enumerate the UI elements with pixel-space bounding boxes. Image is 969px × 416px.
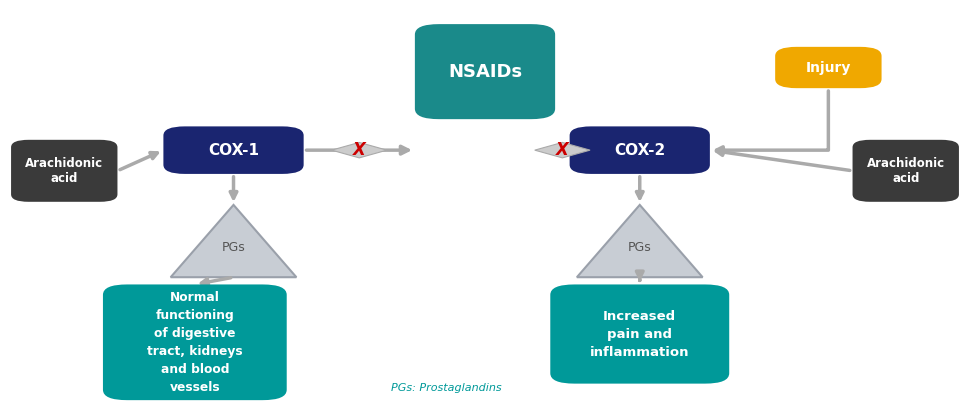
- Polygon shape: [171, 205, 297, 277]
- Text: COX-2: COX-2: [613, 143, 665, 158]
- Text: Arachidonic
acid: Arachidonic acid: [865, 157, 944, 185]
- Text: PGs: Prostaglandins: PGs: Prostaglandins: [391, 383, 501, 393]
- Text: PGs: PGs: [627, 241, 651, 254]
- Text: Injury: Injury: [805, 60, 850, 74]
- Polygon shape: [577, 205, 702, 277]
- Text: PGs: PGs: [222, 241, 245, 254]
- FancyBboxPatch shape: [774, 47, 881, 88]
- Text: Arachidonic
acid: Arachidonic acid: [25, 157, 104, 185]
- FancyBboxPatch shape: [852, 140, 958, 202]
- Text: Increased
pain and
inflammation: Increased pain and inflammation: [589, 310, 689, 359]
- Text: X: X: [555, 141, 568, 159]
- FancyBboxPatch shape: [549, 285, 729, 384]
- Text: X: X: [353, 141, 365, 159]
- Text: NSAIDs: NSAIDs: [448, 63, 521, 81]
- Text: Normal
functioning
of digestive
tract, kidneys
and blood
vessels: Normal functioning of digestive tract, k…: [147, 291, 242, 394]
- FancyBboxPatch shape: [11, 140, 117, 202]
- FancyBboxPatch shape: [415, 24, 554, 119]
- Polygon shape: [331, 142, 387, 158]
- Polygon shape: [534, 142, 589, 158]
- FancyBboxPatch shape: [163, 126, 303, 174]
- FancyBboxPatch shape: [569, 126, 709, 174]
- FancyBboxPatch shape: [103, 285, 287, 400]
- Text: COX-1: COX-1: [207, 143, 259, 158]
